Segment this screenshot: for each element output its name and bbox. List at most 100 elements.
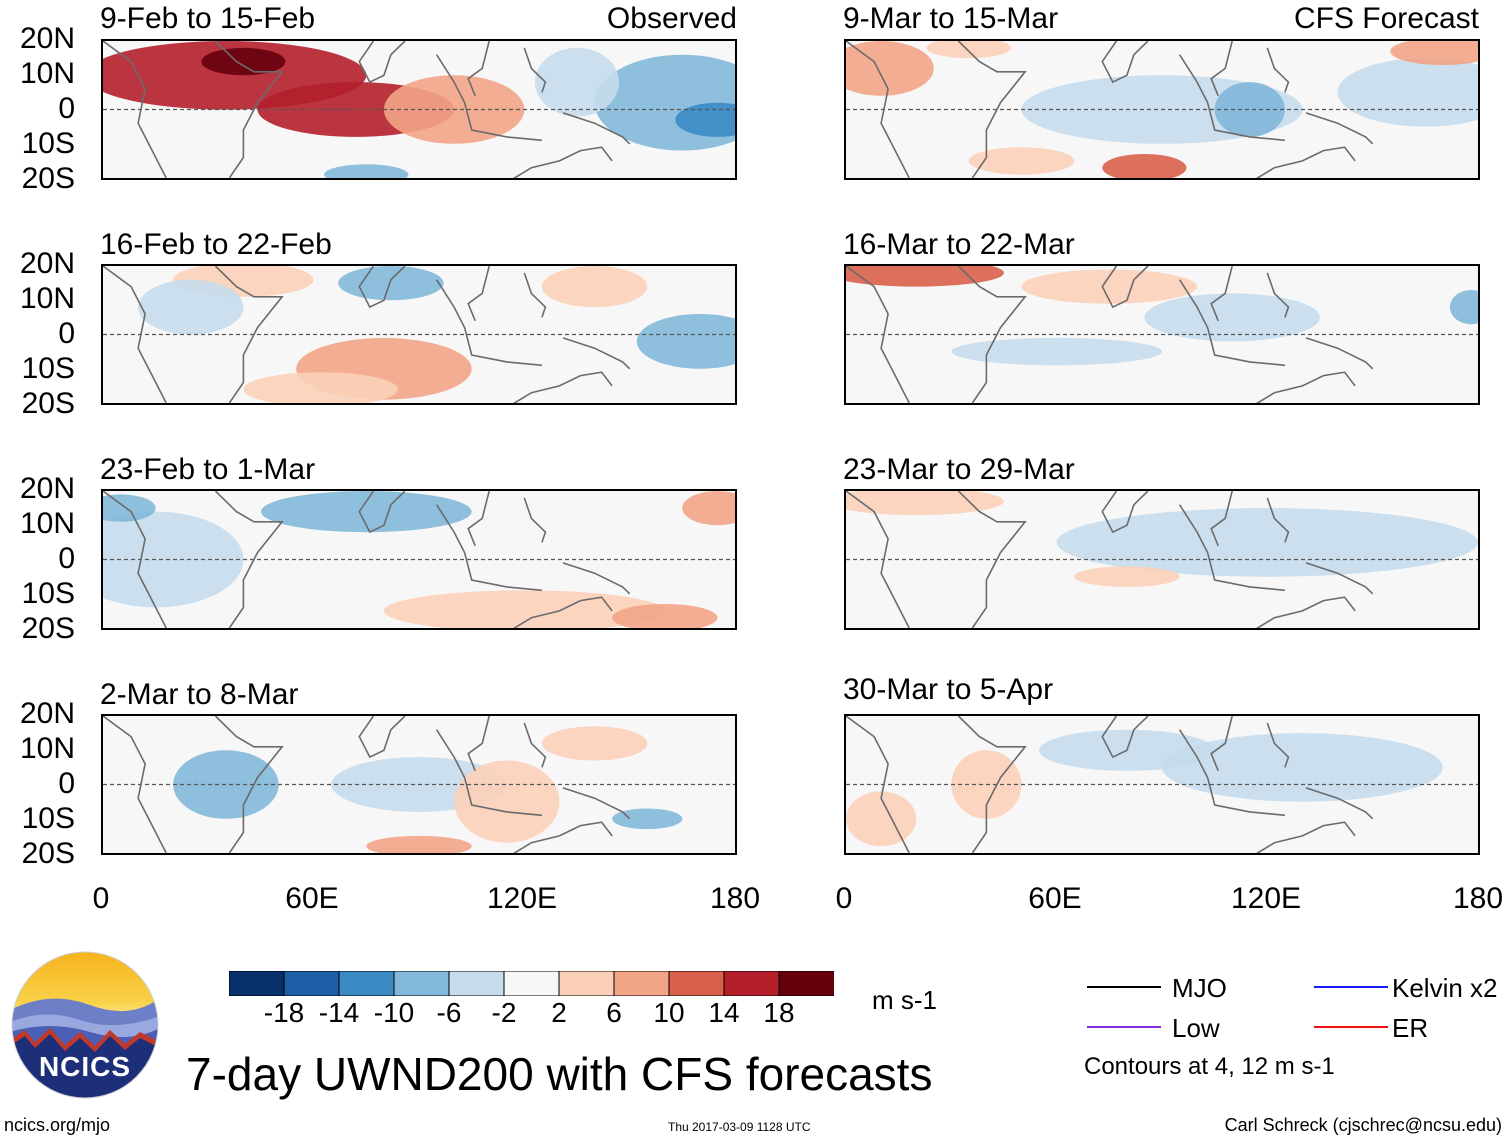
y-tick-label: 20N: [19, 247, 75, 280]
wind-anomaly-region: [324, 164, 409, 178]
coastline: [1178, 54, 1285, 142]
y-tick-label: 20S: [21, 837, 75, 870]
panel-title: 23-Mar to 29-Mar: [843, 453, 1075, 486]
coastline: [214, 41, 284, 178]
coastline: [1178, 729, 1285, 817]
coastline: [103, 716, 167, 853]
coastline: [467, 266, 490, 322]
coastline: [512, 596, 613, 628]
logo-text: NCICS: [38, 1051, 132, 1082]
wind-anomaly-region: [926, 41, 1011, 59]
x-tick-label: 120E: [486, 882, 558, 915]
colorbar-swatch: [229, 971, 285, 996]
coastline: [562, 562, 631, 595]
wind-anomaly-region: [1144, 293, 1320, 342]
x-tick-label: 0: [835, 882, 853, 915]
coastline: [1305, 112, 1374, 145]
colorbar-tick: 14: [708, 997, 740, 1028]
coastline: [214, 266, 284, 403]
panel-title: 9-Feb to 15-Feb: [100, 2, 316, 35]
coastline: [957, 716, 1027, 853]
wind-anomaly-region: [243, 372, 398, 403]
coastline: [957, 266, 1027, 403]
y-tick-label: 10N: [19, 507, 75, 540]
colorbar-swatch: [393, 971, 450, 996]
coastline: [523, 722, 547, 768]
panel-title: 16-Mar to 22-Mar: [843, 228, 1075, 261]
coastline: [1101, 266, 1149, 309]
wind-anomaly-region: [968, 147, 1075, 175]
wind-anomaly-region: [951, 337, 1162, 366]
wind-anomaly-region: [534, 47, 620, 117]
legend-label-kelvin: Kelvin x2: [1392, 973, 1498, 1003]
wind-anomaly-region: [201, 47, 286, 76]
wind-anomaly-region: [541, 726, 648, 761]
coastline: [1178, 504, 1285, 592]
ncics-logo: NCICS: [10, 950, 160, 1100]
coastline: [1210, 41, 1233, 97]
y-tick-label: 0: [58, 317, 75, 350]
legend-label-mjo: MJO: [1172, 973, 1227, 1003]
coastline: [103, 266, 167, 403]
coastline: [435, 279, 542, 367]
coastline: [1255, 146, 1356, 178]
wind-anomaly-region: [1162, 733, 1443, 802]
map-panel-observed-3: [101, 489, 737, 630]
y-tick-label: 10S: [21, 127, 75, 160]
map-panel-forecast-4: [844, 714, 1480, 855]
colorbar-tick: -10: [373, 997, 415, 1028]
map-panel-observed-1: [101, 39, 737, 180]
map-panel-forecast-3: [844, 489, 1480, 630]
coastline: [435, 54, 542, 142]
wind-anomaly-region: [454, 760, 560, 843]
y-tick-label: 20N: [19, 697, 75, 730]
website-link[interactable]: ncics.org/mjo: [4, 1115, 111, 1135]
colorbar-swatch: [283, 971, 340, 996]
coastline: [1101, 41, 1149, 84]
coastline: [523, 47, 547, 93]
legend-label-er: ER: [1392, 1013, 1429, 1043]
colorbar-swatch: [613, 971, 670, 996]
coastline: [562, 337, 631, 370]
author-credit: Carl Schreck (cjschrec@ncsu.edu): [1224, 1115, 1502, 1135]
colorbar-swatch: [723, 971, 780, 996]
panel-title: 16-Feb to 22-Feb: [100, 228, 332, 261]
coastline: [435, 729, 542, 817]
coastline: [523, 272, 547, 318]
coastline: [846, 491, 910, 628]
coastline: [846, 41, 910, 178]
coastline: [1266, 47, 1290, 93]
x-tick-label: 180: [709, 882, 761, 915]
wind-anomaly-region: [138, 279, 244, 335]
coastline: [1101, 491, 1149, 534]
coastline: [467, 41, 490, 97]
colorbar-swatch: [338, 971, 395, 996]
x-tick-label: 120E: [1230, 882, 1302, 915]
coastline: [1255, 371, 1356, 403]
x-tick-label: 0: [92, 882, 110, 915]
column-label-observed: Observed: [606, 2, 737, 35]
coastline: [1255, 821, 1356, 853]
coastline: [512, 146, 613, 178]
coastline: [1178, 279, 1285, 367]
y-tick-label: 10N: [19, 57, 75, 90]
map-panel-forecast-2: [844, 264, 1480, 405]
coastline: [846, 266, 910, 403]
y-tick-label: 10S: [21, 352, 75, 385]
colorbar-swatch: [668, 971, 725, 996]
wind-anomaly-region: [541, 266, 648, 308]
wind-anomaly-region: [1214, 82, 1285, 137]
main-title: 7-day UWND200 with CFS forecasts: [186, 1048, 933, 1100]
y-tick-label: 0: [58, 767, 75, 800]
units-label: m s-1: [872, 985, 937, 1015]
contour-note: Contours at 4, 12 m s-1: [1084, 1053, 1335, 1080]
coastline: [957, 41, 1027, 178]
colorbar-tick: -14: [318, 997, 360, 1028]
panel-title: 23-Feb to 1-Mar: [100, 453, 316, 486]
colorbar-swatch: [778, 971, 834, 996]
y-tick-label: 0: [58, 542, 75, 575]
y-tick-label: 0: [58, 92, 75, 125]
coastline: [435, 504, 542, 592]
y-tick-label: 20S: [21, 162, 75, 195]
y-tick-label: 10S: [21, 802, 75, 835]
